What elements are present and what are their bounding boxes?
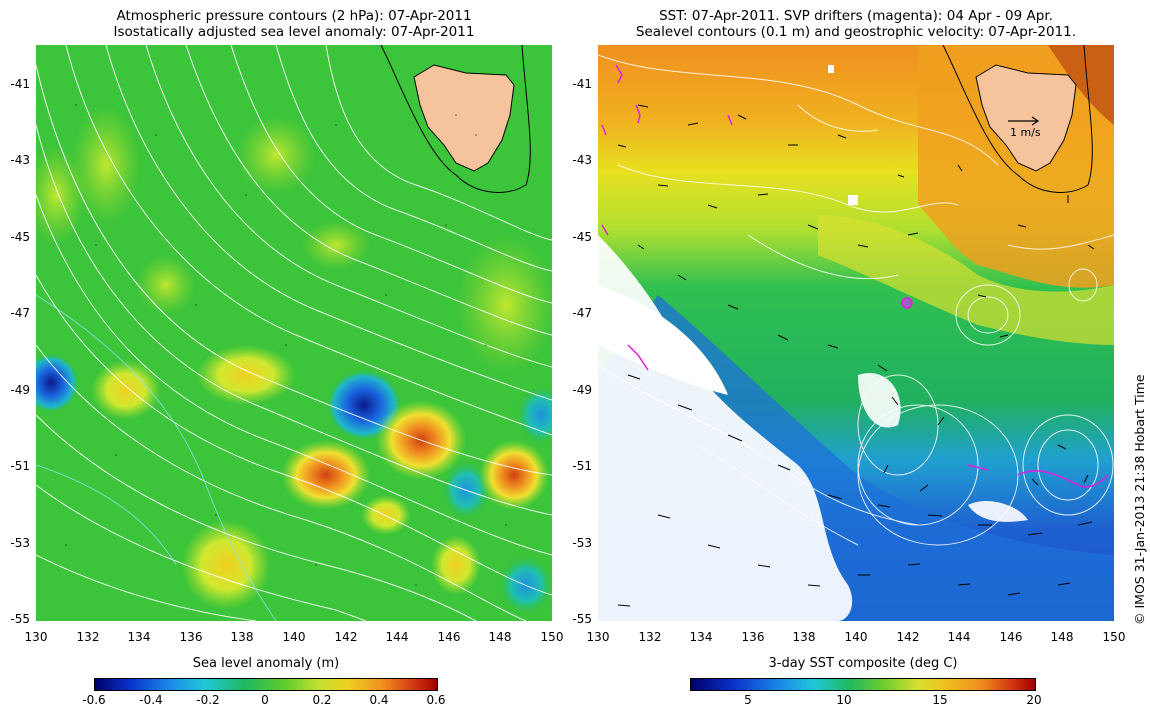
y-tick-label: -55 <box>10 612 30 626</box>
x-tick-label: 136 <box>179 630 203 644</box>
y-tick-label: -53 <box>10 536 30 550</box>
right-title: SST: 07-Apr-2011. SVP drifters (magenta)… <box>598 8 1114 40</box>
left-title: Atmospheric pressure contours (2 hPa): 0… <box>36 8 552 40</box>
x-tick-label: 146 <box>999 630 1023 644</box>
right-title-line2: Sealevel contours (0.1 m) and geostrophi… <box>635 24 1077 40</box>
y-tick-label: -53 <box>572 536 592 550</box>
x-tick-label: 138 <box>792 630 816 644</box>
left-title-line1: Atmospheric pressure contours (2 hPa): 0… <box>116 8 472 24</box>
x-tick-label: 150 <box>540 630 564 644</box>
x-tick-label: 150 <box>1102 630 1126 644</box>
x-tick-label: 144 <box>947 630 971 644</box>
y-tick-label: -41 <box>572 77 592 91</box>
x-tick-label: 142 <box>334 630 358 644</box>
x-tick-label: 140 <box>844 630 868 644</box>
y-tick-label: -51 <box>10 459 30 473</box>
y-tick-label: -41 <box>10 77 30 91</box>
x-tick-label: 140 <box>282 630 306 644</box>
x-tick-label: 146 <box>437 630 461 644</box>
left-colorbar <box>94 678 438 691</box>
right-colorbar-tick: 20 <box>1026 693 1042 707</box>
left-colorbar-tick: -0.4 <box>139 693 163 707</box>
x-tick-label: 130 <box>586 630 610 644</box>
x-tick-label: 148 <box>1050 630 1074 644</box>
left-colorbar-tick: 0.2 <box>312 693 332 707</box>
credit-text: © IMOS 31-Jan-2013 21:38 Hobart Time <box>1132 374 1147 625</box>
right-colorbar-tick: 15 <box>932 693 948 707</box>
left-colorbar-tick: -0.6 <box>82 693 106 707</box>
y-tick-label: -43 <box>10 153 30 167</box>
left-colorbar-tick: 0.4 <box>369 693 389 707</box>
left-colorbar-tick: -0.2 <box>196 693 220 707</box>
left-colorbar-tick: 0.6 <box>426 693 446 707</box>
y-tick-label: -49 <box>572 383 592 397</box>
x-tick-label: 132 <box>76 630 100 644</box>
right-colorbar <box>690 678 1036 691</box>
x-tick-label: 144 <box>385 630 409 644</box>
y-tick-label: -47 <box>572 306 592 320</box>
right-colorbar-title: 3-day SST composite (deg C) <box>768 656 958 671</box>
sst-map: 1 m/s <box>598 45 1114 621</box>
sea-level-anomaly-map <box>36 45 552 621</box>
y-tick-label: -49 <box>10 383 30 397</box>
y-tick-label: -43 <box>572 153 592 167</box>
right-colorbar-tick: 10 <box>836 693 852 707</box>
y-tick-label: -47 <box>10 306 30 320</box>
x-tick-label: 142 <box>896 630 920 644</box>
drifter-tracks <box>601 64 1109 488</box>
y-tick-label: -45 <box>572 230 592 244</box>
right-colorbar-tick: 5 <box>744 693 752 707</box>
right-title-line1: SST: 07-Apr-2011. SVP drifters (magenta)… <box>659 8 1053 24</box>
drifter-marker <box>901 297 913 309</box>
left-colorbar-tick: 0 <box>261 693 269 707</box>
x-tick-label: 130 <box>24 630 48 644</box>
x-tick-label: 132 <box>638 630 662 644</box>
left-colorbar-title: Sea level anomaly (m) <box>192 656 340 671</box>
x-tick-label: 136 <box>741 630 765 644</box>
x-tick-label: 148 <box>488 630 512 644</box>
scale-label: 1 m/s <box>1010 126 1041 139</box>
left-title-line2: Isostatically adjusted sea level anomaly… <box>113 24 475 40</box>
x-tick-label: 134 <box>689 630 713 644</box>
x-tick-label: 134 <box>127 630 151 644</box>
scale-arrow-icon <box>1008 116 1040 126</box>
y-tick-label: -51 <box>572 459 592 473</box>
y-tick-label: -55 <box>572 612 592 626</box>
y-tick-label: -45 <box>10 230 30 244</box>
x-tick-label: 138 <box>230 630 254 644</box>
